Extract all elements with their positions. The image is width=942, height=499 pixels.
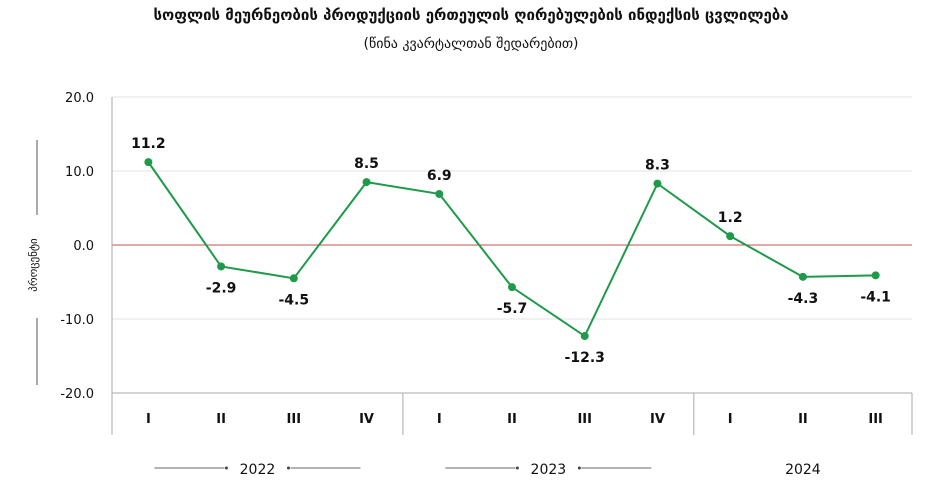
point — [435, 189, 444, 198]
y-tick-label: -20.0 — [60, 387, 94, 402]
value-label: -4.1 — [860, 289, 891, 305]
x-tick-label: III — [577, 412, 592, 427]
point — [289, 274, 298, 283]
x-tick-label: IV — [359, 412, 374, 427]
x-tick-label: I — [146, 412, 151, 427]
point — [362, 178, 371, 187]
x-tick-label: III — [287, 412, 302, 427]
x-tick-label: III — [868, 412, 883, 427]
point — [144, 158, 153, 167]
point — [508, 283, 516, 292]
x-tick-label: I — [728, 412, 733, 427]
group-label: 2022 — [240, 462, 276, 478]
value-label: 8.3 — [645, 158, 670, 174]
group-dot — [286, 466, 290, 470]
value-label: -4.3 — [788, 291, 819, 307]
y-tick-label: 10.0 — [65, 165, 94, 180]
x-tick-label: IV — [650, 412, 665, 427]
x-tick-label: II — [216, 412, 226, 427]
x-tick-label: II — [798, 412, 808, 427]
group-dot — [515, 466, 519, 470]
value-label: -12.3 — [565, 350, 605, 366]
value-label: 1.2 — [718, 210, 743, 226]
y-tick-label: 0.0 — [73, 239, 94, 254]
point — [653, 179, 662, 188]
value-label: -2.9 — [206, 280, 237, 296]
x-tick-label: I — [437, 412, 442, 427]
group-label: 2023 — [531, 462, 567, 478]
point — [217, 262, 226, 271]
point — [798, 272, 807, 281]
value-label: 11.2 — [131, 136, 166, 152]
value-label: 6.9 — [427, 168, 452, 184]
group-dot — [224, 466, 228, 470]
point — [871, 271, 880, 280]
value-label: -4.5 — [279, 292, 310, 308]
value-label: -5.7 — [497, 301, 528, 317]
x-tick-label: II — [507, 412, 517, 427]
value-label: 8.5 — [354, 156, 379, 172]
y-axis-label: პროცენტი — [27, 238, 40, 292]
y-tick-label: -10.0 — [60, 313, 94, 328]
y-tick-label: 20.0 — [65, 91, 94, 106]
group-dot — [577, 466, 581, 470]
chart-title: სოფლის მეურნეობის პროდუქციის ერთეულის ღი… — [153, 6, 788, 24]
point — [726, 232, 735, 241]
group-label: 2024 — [785, 462, 821, 478]
chart-subtitle: (წინა კვარტალთან შედარებით) — [364, 35, 579, 52]
point — [580, 332, 589, 341]
